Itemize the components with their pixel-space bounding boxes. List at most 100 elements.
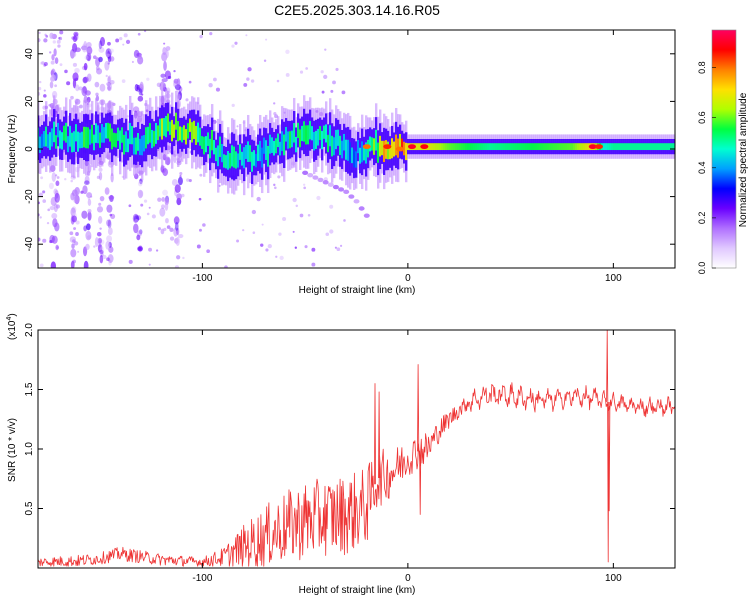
- spectrogram-noise-speck: [165, 46, 171, 51]
- spectrogram-noise-speck: [83, 76, 89, 83]
- spectrogram-noise-speck: [83, 62, 88, 71]
- spectrogram-ridge-core: [59, 130, 62, 149]
- colorbar-tick-label: 0.2: [697, 212, 707, 225]
- spectrogram-noise-speck: [173, 216, 180, 225]
- spectrogram-ridge-core: [243, 147, 246, 169]
- spectrogram-noise-speck: [146, 77, 150, 81]
- snr-y-tick-label: 0.5: [24, 501, 35, 515]
- spectrogram-noise-speck: [273, 183, 276, 187]
- spectrogram-ridge-core: [67, 136, 70, 153]
- spectrogram-ridge-core: [455, 143, 458, 151]
- spectrogram-ridge-core: [307, 125, 310, 145]
- spectrogram-noise-speck: [38, 192, 44, 197]
- spectrogram-ridge-core: [267, 145, 270, 167]
- spectrogram-noise-speck: [299, 70, 304, 74]
- spectrogram-ridge-core: [109, 123, 112, 142]
- spectrogram-ridge-core: [91, 124, 94, 144]
- spectrogram-ridge-core: [293, 122, 296, 143]
- spectrogram-noise-speck: [38, 86, 42, 91]
- spectrogram-noise-speck: [166, 225, 171, 229]
- spectrogram-y-tick-label: -20: [24, 189, 35, 204]
- snr-x-tick-label: 100: [605, 573, 622, 584]
- spectrogram-noise-speck: [70, 51, 77, 58]
- spectrogram-noise-speck: [70, 207, 76, 217]
- spectrogram-ridge-core: [217, 145, 220, 167]
- spectrogram-noise-speck: [70, 248, 77, 258]
- spectrogram-ridge-core: [331, 135, 334, 157]
- colorbar-tick-label: 0.6: [697, 111, 707, 124]
- spectrogram-ridge-core: [101, 124, 104, 143]
- spectrogram-ridge-core: [157, 125, 160, 141]
- spectrogram-noise-speck: [208, 83, 213, 88]
- spectrogram-ridge-core: [383, 140, 386, 163]
- spectrogram-noise-speck: [140, 203, 144, 207]
- spectrogram-noise-speck: [311, 262, 316, 267]
- spectrogram-ridge-core: [363, 145, 366, 161]
- spectrogram-ridge-core: [465, 143, 468, 151]
- spectrogram-noise-speck: [295, 204, 299, 208]
- spectrogram-noise-speck: [45, 35, 49, 38]
- spectrogram-ridge-core: [489, 143, 492, 151]
- spectrogram-ridge-core: [145, 127, 148, 149]
- spectrogram-noise-speck: [56, 39, 61, 44]
- snr-y-tick-label: 2.0: [24, 323, 35, 337]
- spectrogram-noise-speck: [81, 210, 88, 219]
- spectrogram-ridge-core: [649, 143, 652, 151]
- spectrogram-ridge-core: [219, 136, 222, 157]
- spectrogram-noise-speck: [136, 234, 141, 241]
- spectrogram-ridge-core: [49, 132, 52, 150]
- spectrogram-noise-speck: [178, 233, 184, 239]
- spectrogram-noise-speck: [174, 265, 180, 268]
- spectrogram-noise-speck: [279, 255, 284, 261]
- spectrogram-ridge-core: [45, 126, 48, 147]
- spectrogram-noise-speck: [71, 36, 75, 40]
- colorbar-label: Normalized spectral amplitude: [738, 92, 749, 227]
- spectrogram-noise-speck: [84, 90, 91, 96]
- spectrogram-noise-speck: [55, 244, 59, 251]
- spectrogram-ridge-core: [571, 143, 574, 151]
- spectrogram-noise-speck: [51, 213, 58, 219]
- spectrogram-noise-speck: [133, 223, 139, 234]
- spectrogram-branch-mark: [343, 189, 350, 195]
- spectrogram-noise-speck: [178, 86, 183, 93]
- spectrogram-noise-speck: [54, 57, 59, 65]
- spectrogram-ridge-core: [287, 131, 290, 149]
- spectrogram-ridge-core: [481, 143, 484, 151]
- spectrogram-branch-mark: [348, 194, 355, 199]
- spectrogram-noise-speck: [99, 36, 105, 47]
- spectrogram-noise-speck: [96, 68, 103, 75]
- spectrogram-ridge-core: [305, 125, 308, 145]
- spectrogram-ridge-core: [279, 141, 282, 156]
- spectrogram-y-tick-label: -40: [24, 237, 35, 252]
- spectrogram-noise-speck: [188, 80, 192, 84]
- spectrogram-noise-speck: [307, 213, 311, 217]
- spectrogram-ridge-core: [485, 143, 488, 151]
- spectrogram-ridge-core: [253, 150, 256, 166]
- spectrogram-noise-speck: [49, 81, 54, 89]
- spectrogram-noise-speck: [39, 61, 43, 65]
- spectrogram-ridge-core: [539, 143, 542, 151]
- spectrogram-noise-speck: [73, 241, 79, 246]
- spectrogram-ridge-core: [163, 118, 166, 136]
- spectrogram-noise-speck: [73, 31, 79, 37]
- spectrogram-ridge-core: [661, 143, 664, 151]
- spectrogram-noise-speck: [70, 260, 75, 268]
- spectrogram-noise-speck: [59, 63, 63, 67]
- spectrogram-ridge-core: [615, 143, 618, 151]
- spectrogram-ridge-core: [617, 143, 620, 151]
- spectrogram-branch-mark: [338, 187, 345, 192]
- spectrogram-noise-speck: [108, 195, 115, 200]
- spectrogram-ridge-core: [337, 129, 340, 146]
- spectrogram-noise-speck: [148, 247, 153, 252]
- spectrogram-ridge-core: [155, 122, 158, 144]
- spectrogram-noise-speck: [265, 38, 268, 41]
- spectrogram-x-tick-label: 0: [405, 273, 411, 284]
- spectrogram-noise-speck: [341, 90, 346, 95]
- spectrogram-noise-speck: [72, 259, 76, 264]
- spectrogram-noise-speck: [236, 239, 240, 243]
- spectrogram-noise-speck: [46, 222, 50, 225]
- spectrogram-ridge-core: [609, 143, 612, 151]
- spectrogram-ridge-core: [77, 131, 80, 152]
- spectrogram-ridge-core: [395, 134, 398, 156]
- spectrogram-ridge-core: [339, 135, 342, 156]
